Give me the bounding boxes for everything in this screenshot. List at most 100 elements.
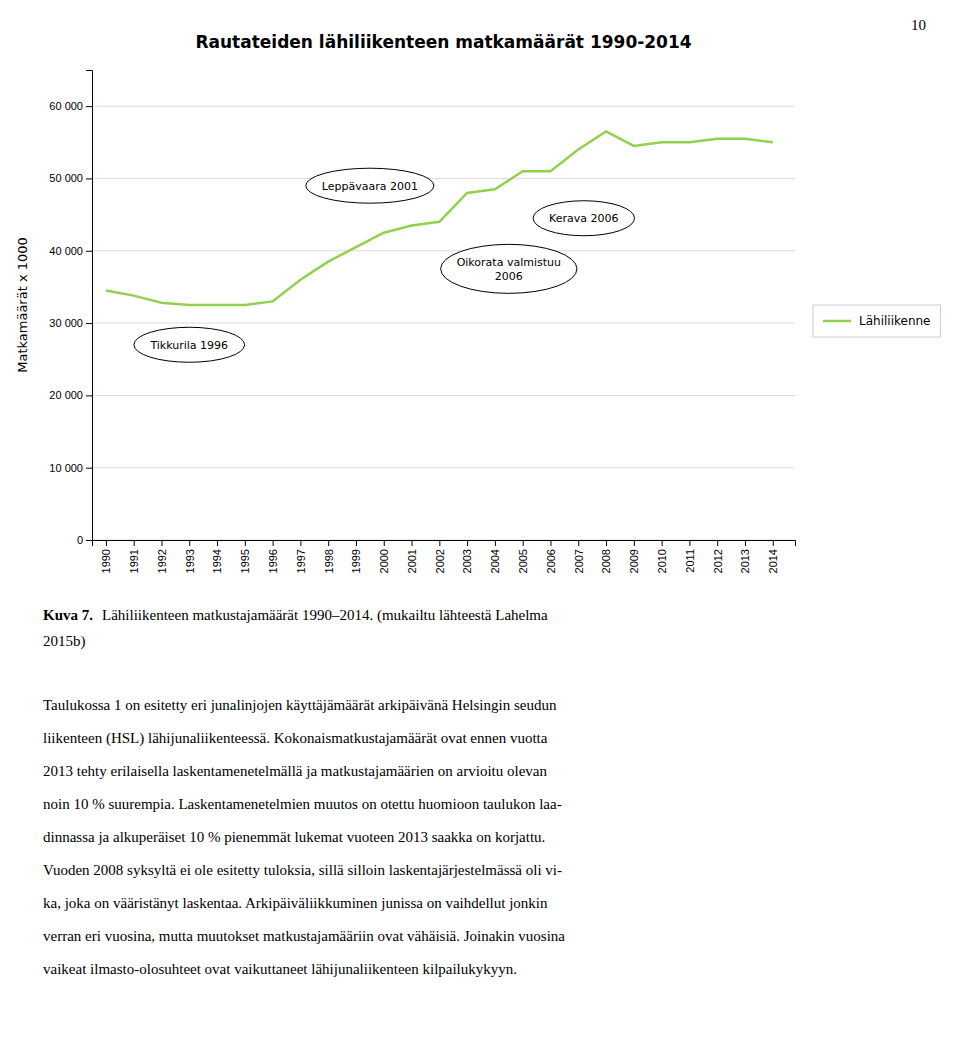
plot-area (106, 131, 773, 305)
x-tick: 2009 (628, 540, 640, 573)
y-tick-label: 10 000 (49, 462, 83, 474)
x-tick-label: 1995 (239, 549, 251, 573)
body-text: liikenteen (HSL) lähijunaliikenteessä. K… (43, 730, 548, 747)
x-tick-label: 2013 (739, 549, 751, 573)
annotation: Leppävaara 2001 (306, 168, 434, 203)
y-axis-title: Matkamäärät x 1000 (15, 237, 30, 373)
x-tick-label: 2005 (517, 549, 529, 573)
x-tick-label: 2004 (489, 549, 501, 573)
annotation-ellipse (533, 201, 634, 236)
x-tick: 1991 (128, 540, 140, 573)
y-tick: 0 (77, 534, 92, 546)
y-tick-mark (86, 178, 92, 179)
x-tick-label: 2006 (545, 549, 557, 573)
x-tick-mark (550, 540, 551, 546)
x-tick-mark (134, 540, 135, 546)
y-tick: 50 000 (49, 172, 92, 184)
y-tick-label: 0 (77, 534, 83, 546)
annotations: Tikkurila 1996Leppävaara 2001Kerava 2006… (134, 168, 635, 362)
x-tick-mark (106, 540, 107, 546)
x-tick-label: 2007 (573, 549, 585, 573)
grid-line (92, 323, 795, 324)
body-text: Vuoden 2008 syksyltä ei ole esitetty tul… (43, 862, 562, 878)
y-axis: 0 10 000 20 000 30 000 40 000 50 000 60 000 (49, 71, 92, 547)
x-tick: 2006 (545, 540, 557, 573)
caption-text: Lähiliikenteen matkustajamäärät 1990–201… (102, 607, 548, 624)
x-tick-mark (578, 540, 579, 546)
caption-label: Kuva 7. (43, 607, 93, 623)
body-text: 2013 tehty erilaisella laskentamenetelmä… (43, 763, 547, 779)
x-tick-mark (662, 540, 663, 546)
x-tick-label: 2012 (712, 549, 724, 573)
x-tick-mark (523, 540, 524, 546)
y-tick: 20 000 (49, 389, 92, 401)
x-tick-label: 1994 (211, 549, 223, 573)
x-tick-label: 2009 (628, 549, 640, 573)
y-tick-mark (86, 106, 92, 107)
x-tick-mark (634, 540, 635, 546)
x-tick-mark (439, 540, 440, 546)
x-tick-mark (384, 540, 385, 546)
x-tick-label: 1991 (128, 549, 140, 573)
x-tick-label: 2001 (406, 549, 418, 573)
x-axis: 1990199119921993199419951996199719981999… (93, 540, 796, 573)
x-tick: 2014 (767, 540, 779, 573)
x-tick: 2002 (434, 540, 446, 573)
body-text: noin 10 % suurempia. Laskentamenetelmien… (43, 796, 562, 812)
x-tick-mark (689, 540, 690, 546)
x-tick-mark (300, 540, 301, 546)
y-tick-mark (86, 251, 92, 252)
body-text: vaikeat ilmasto-olosuhteet ovat vaikutta… (43, 961, 517, 977)
caption-text: 2015b) (43, 633, 86, 650)
x-tick-mark (717, 540, 718, 546)
page-number: 10 (911, 17, 926, 33)
x-tick: 1992 (156, 540, 168, 573)
x-tick: 2007 (573, 540, 585, 573)
x-tick-label: 2008 (600, 549, 612, 573)
y-tick: 10 000 (49, 462, 92, 474)
y-tick: 60 000 (49, 100, 92, 112)
legend: Lähiliikenne (813, 305, 940, 337)
body-text: ka, joka on vääristänyt laskentaa. Arkip… (43, 895, 548, 911)
grid-line (92, 395, 795, 396)
grid (92, 106, 795, 540)
x-tick: 1998 (323, 540, 335, 573)
y-tick-mark (86, 540, 92, 541)
annotation-text: Oikorata valmistuu2006 (457, 256, 561, 283)
annotation-ellipse (134, 327, 245, 362)
x-tick: 2010 (656, 540, 668, 573)
x-tick-label: 2011 (684, 549, 696, 573)
x-tick: 2005 (517, 540, 529, 573)
x-tick: 1999 (350, 540, 362, 573)
x-tick-label: 2003 (461, 549, 473, 573)
y-tick-label: 40 000 (49, 245, 83, 257)
page: 1019901991199219931994199519961997199819… (0, 0, 960, 1038)
x-tick: 2003 (461, 540, 473, 573)
x-tick-label: 1996 (267, 549, 279, 573)
x-tick: 2012 (712, 540, 724, 573)
legend-label: Lähiliikenne (859, 314, 930, 328)
x-tick-mark (495, 540, 496, 546)
y-axis-line (86, 71, 93, 541)
body-text: verran eri vuosina, mutta muutokset matk… (43, 928, 565, 944)
y-tick-mark (86, 395, 92, 396)
x-tick: 1990 (100, 540, 112, 573)
annotation-ellipse (441, 244, 577, 293)
y-tick-label: 30 000 (49, 317, 83, 329)
chart-title: Rautateiden lähiliikenteen matkamäärät 1… (195, 32, 691, 52)
x-tick-label: 2000 (378, 549, 390, 573)
grid-line (92, 250, 795, 251)
y-tick-label: 20 000 (49, 389, 83, 401)
x-tick-mark (189, 540, 190, 546)
chart: 1990199119921993199419951996199719981999… (49, 71, 795, 574)
body-text: dinnassa ja alkuperäiset 10 % pienemmät … (43, 829, 545, 845)
x-tick: 2001 (406, 540, 418, 573)
x-tick-mark (467, 540, 468, 546)
x-tick-mark (356, 540, 357, 546)
y-tick: 40 000 (49, 245, 92, 257)
annotation-text: Leppävaara 2001 (322, 180, 418, 193)
y-tick-label: 60 000 (49, 100, 83, 112)
x-tick: 1995 (239, 540, 251, 573)
x-tick-label: 2010 (656, 549, 668, 573)
annotation: Kerava 2006 (533, 201, 634, 236)
